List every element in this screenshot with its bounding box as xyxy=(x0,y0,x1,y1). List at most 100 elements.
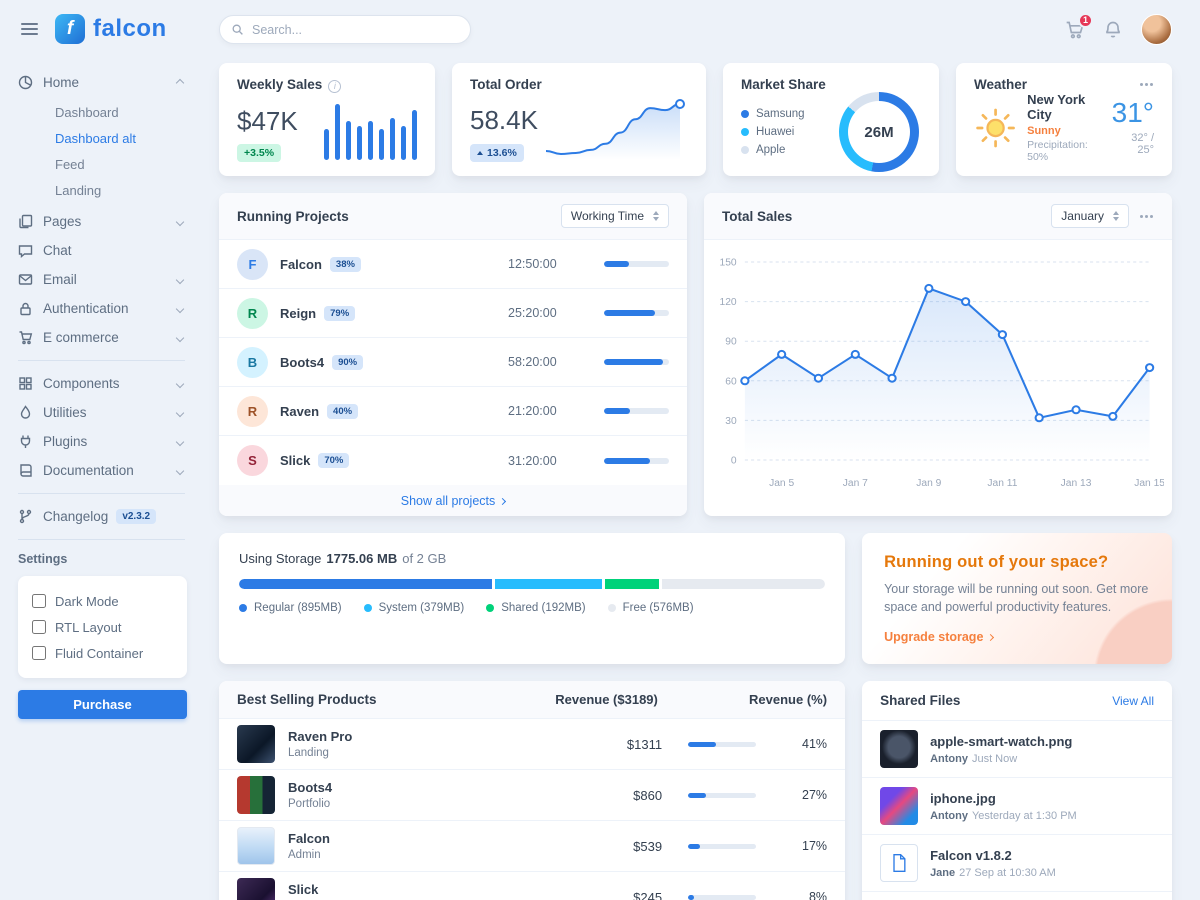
market-share-total: 26M xyxy=(864,123,894,141)
card-title: Weekly Sales xyxy=(237,77,323,92)
sidebar-item-authentication[interactable]: Authentication xyxy=(18,294,195,323)
total-sales-menu-button[interactable] xyxy=(1145,214,1148,218)
fluid-container-option[interactable]: Fluid Container xyxy=(32,640,173,666)
envelope-icon xyxy=(18,272,33,287)
show-all-projects-link[interactable]: Show all projects xyxy=(401,494,507,508)
product-name-link[interactable]: Slick xyxy=(288,882,319,898)
weather-temp: 31° xyxy=(1111,97,1154,128)
hamburger-menu-button[interactable] xyxy=(18,20,41,38)
weather-card: Weather New York City Sunny Precipitatio… xyxy=(955,63,1172,176)
sun-icon xyxy=(976,108,1015,147)
weather-menu-button[interactable] xyxy=(1145,83,1148,86)
project-name-link[interactable]: Boots4 xyxy=(280,354,325,370)
search-input[interactable] xyxy=(219,15,471,44)
sidebar-item-documentation[interactable]: Documentation xyxy=(18,456,195,485)
product-category-link[interactable]: Landing xyxy=(288,747,329,760)
view-all-link[interactable]: View All xyxy=(1112,693,1154,708)
sidebar-divider xyxy=(18,360,185,361)
svg-text:0: 0 xyxy=(731,456,737,467)
select-caret-icon xyxy=(1113,211,1119,221)
dark-mode-checkbox[interactable] xyxy=(32,594,46,608)
project-name-link[interactable]: Slick xyxy=(280,453,311,468)
sidebar-item-landing[interactable]: Landing xyxy=(18,177,195,203)
storage-segment xyxy=(605,579,660,589)
card-title: Total Sales xyxy=(722,208,793,224)
sidebar-item-components[interactable]: Components xyxy=(18,369,195,398)
app-logo[interactable]: falcon xyxy=(55,14,167,44)
cart-badge: 1 xyxy=(1078,12,1093,28)
sidebar-item-label: Home xyxy=(43,75,80,90)
cart-button[interactable]: 1 xyxy=(1065,12,1093,40)
user-avatar[interactable] xyxy=(1141,14,1172,45)
file-name-link[interactable]: apple-smart-watch.png xyxy=(930,733,1073,749)
product-category-link[interactable]: Portfolio xyxy=(288,798,331,811)
svg-text:Jan 13: Jan 13 xyxy=(1061,478,1092,489)
upgrade-storage-link[interactable]: Upgrade storage xyxy=(884,630,995,644)
legend-label: Shared (192MB) xyxy=(501,602,586,614)
storage-segment xyxy=(239,579,492,589)
chevron-right-icon xyxy=(499,497,507,505)
product-name-link[interactable]: Raven Pro xyxy=(288,729,353,745)
sidebar-item-changelog[interactable]: Changelog v2.3.2 xyxy=(18,502,195,531)
sidebar-divider xyxy=(18,539,185,540)
dark-mode-option[interactable]: Dark Mode xyxy=(32,588,173,614)
sidebar-item-utilities[interactable]: Utilities xyxy=(18,398,195,427)
bell-icon xyxy=(1105,21,1121,37)
app-logo-text: falcon xyxy=(93,15,167,42)
select-caret-icon xyxy=(653,211,659,221)
legend-item: System (379MB) xyxy=(363,602,464,614)
sidebar-item-plugins[interactable]: Plugins xyxy=(18,427,195,456)
chevron-down-icon xyxy=(175,217,185,226)
month-select[interactable]: January xyxy=(1051,204,1129,228)
product-category-link[interactable]: Admin xyxy=(288,849,321,862)
project-time: 25:20:00 xyxy=(508,306,557,320)
topbar-actions: 1 xyxy=(1065,12,1172,45)
project-row: R Reign 79% 25:20:00 xyxy=(219,289,687,338)
notifications-button[interactable] xyxy=(1103,20,1123,40)
purchase-button[interactable]: Purchase xyxy=(18,690,187,719)
storage-label-prefix: Using Storage xyxy=(239,551,322,566)
chat-icon xyxy=(18,243,33,258)
project-name-link[interactable]: Falcon xyxy=(280,256,322,272)
legend-item: Regular (895MB) xyxy=(239,602,342,614)
product-name-link[interactable]: Boots4 xyxy=(288,780,333,796)
sidebar-item-dashboard-alt[interactable]: Dashboard alt xyxy=(18,125,195,151)
product-name-link[interactable]: Falcon xyxy=(288,831,330,847)
total-order-chart xyxy=(545,99,685,160)
file-name-link[interactable]: Falcon v1.8.2 xyxy=(930,847,1012,863)
lock-icon xyxy=(18,301,33,316)
fluid-container-checkbox[interactable] xyxy=(32,646,46,660)
product-progress-bar xyxy=(688,894,757,900)
project-list: F Falcon 38% 12:50:00 R Reign 79% 25:20:00… xyxy=(219,240,687,485)
svg-text:30: 30 xyxy=(725,416,737,427)
legend-label: Huawei xyxy=(755,126,795,138)
file-name-link[interactable]: iphone.jpg xyxy=(930,790,996,806)
product-percent: 27% xyxy=(802,788,828,803)
stats-row: Weekly Sales $47K +3.5% Total Order 58.4… xyxy=(219,63,1172,176)
sidebar-item-label: Documentation xyxy=(43,463,134,478)
project-name-link[interactable]: Reign xyxy=(280,305,317,321)
rtl-layout-checkbox[interactable] xyxy=(32,620,46,634)
falcon-logo-icon xyxy=(55,14,85,44)
file-row: iMac.jpg Rowen23 Sep at 6:10 PM xyxy=(862,892,1172,900)
project-row: B Boots4 90% 58:20:00 xyxy=(219,338,687,387)
sidebar-item-dashboard[interactable]: Dashboard xyxy=(18,99,195,125)
file-thumbnail xyxy=(880,844,919,883)
project-name-link[interactable]: Raven xyxy=(280,403,320,419)
working-time-select[interactable]: Working Time xyxy=(560,204,669,228)
rtl-layout-option[interactable]: RTL Layout xyxy=(32,614,173,640)
storage-card: Using Storage 1775.06 MB of 2 GB Regular… xyxy=(219,533,846,665)
sidebar-item-feed[interactable]: Feed xyxy=(18,151,195,177)
sidebar-item-ecommerce[interactable]: E commerce xyxy=(18,323,195,352)
info-icon[interactable] xyxy=(328,79,342,93)
sidebar-item-email[interactable]: Email xyxy=(18,265,195,294)
chevron-down-icon xyxy=(175,304,185,313)
sidebar-item-home[interactable]: Home xyxy=(18,68,195,97)
total-order-badge-text: 13.6% xyxy=(487,147,517,159)
file-user: Antony xyxy=(930,752,968,765)
sidebar-item-chat[interactable]: Chat xyxy=(18,236,195,265)
project-progress-bar xyxy=(604,261,669,267)
copy-icon xyxy=(18,214,33,229)
sidebar-item-pages[interactable]: Pages xyxy=(18,207,195,236)
card-title: Total Order xyxy=(470,77,542,92)
